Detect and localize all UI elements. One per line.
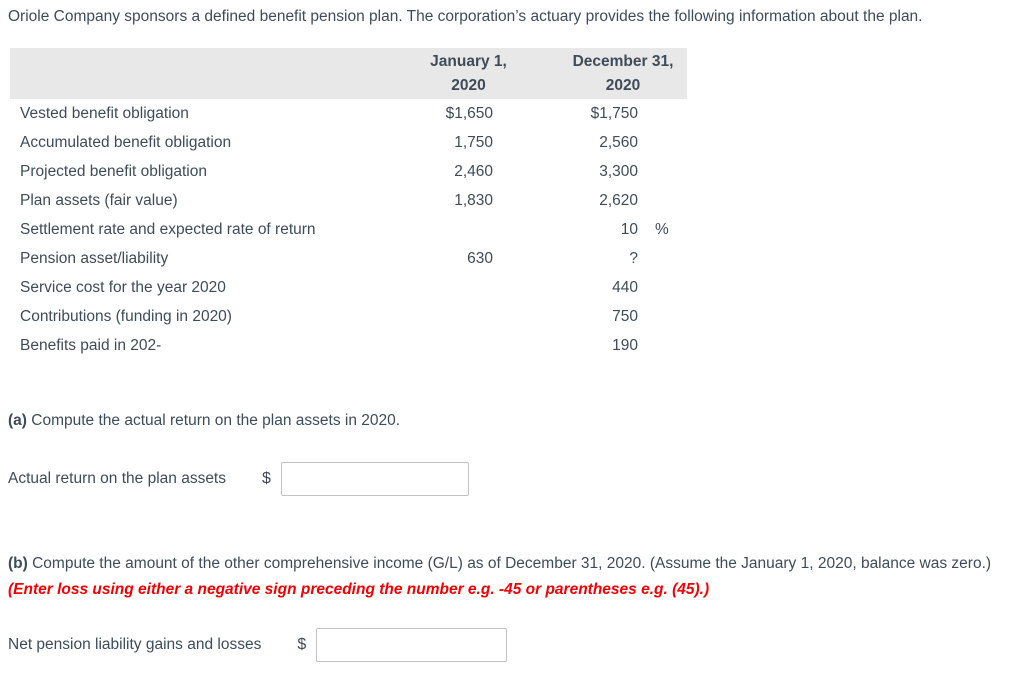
part-b-entry-note: (Enter loss using either a negative sign… bbox=[8, 581, 710, 598]
jan-value: 1,750 bbox=[454, 133, 493, 151]
part-a-prompt-text: Compute the actual return on the plan as… bbox=[31, 412, 401, 429]
row-label: Pension asset/liability bbox=[20, 249, 169, 267]
dec-value: 750 bbox=[612, 307, 638, 325]
table-row: Accumulated benefit obligation 1,750 2,5… bbox=[10, 128, 687, 157]
dec-value: 2,620 bbox=[599, 191, 638, 209]
row-label: Benefits paid in 202- bbox=[20, 336, 162, 354]
table-header-row: January 1, 2020 December 31, 2020 bbox=[10, 48, 687, 99]
col-header-january-line2: 2020 bbox=[451, 76, 486, 94]
part-b-prompt: (b) Compute the amount of the other comp… bbox=[8, 551, 1020, 603]
part-a-prompt: (a) Compute the actual return on the pla… bbox=[8, 408, 1020, 434]
jan-value: 1,830 bbox=[454, 191, 493, 209]
row-label: Vested benefit obligation bbox=[20, 104, 189, 122]
table-row: Pension asset/liability 630 ? bbox=[10, 244, 687, 273]
part-a-answer-row: Actual return on the plan assets $ bbox=[8, 462, 1016, 496]
table-row: Projected benefit obligation 2,460 3,300 bbox=[10, 157, 687, 186]
jan-value: 630 bbox=[467, 249, 493, 267]
table-row: Contributions (funding in 2020) 750 bbox=[10, 302, 687, 331]
row-label: Settlement rate and expected rate of ret… bbox=[20, 220, 316, 238]
pension-data-table: January 1, 2020 December 31, 2020 Vested… bbox=[10, 48, 687, 360]
row-label: Contributions (funding in 2020) bbox=[20, 307, 232, 325]
dec-value: 2,560 bbox=[599, 133, 638, 151]
jan-value: 2,460 bbox=[454, 162, 493, 180]
col-header-december-line2: 2020 bbox=[605, 76, 641, 94]
net-pension-gl-input[interactable] bbox=[316, 628, 508, 662]
part-a-marker: (a) bbox=[8, 412, 27, 429]
table-row: Plan assets (fair value) 1,830 2,620 bbox=[10, 186, 687, 215]
table-row: Settlement rate and expected rate of ret… bbox=[10, 215, 687, 244]
part-b-prompt-text: Compute the amount of the other comprehe… bbox=[32, 555, 992, 572]
dec-value: $1,750 bbox=[590, 104, 638, 122]
row-label: Accumulated benefit obligation bbox=[20, 133, 232, 151]
problem-statement: Oriole Company sponsors a defined benefi… bbox=[8, 8, 923, 25]
part-a-dollar-sign: $ bbox=[262, 470, 271, 487]
dec-value: 10 bbox=[620, 220, 638, 238]
part-a-answer-label: Actual return on the plan assets bbox=[8, 470, 226, 487]
part-b-answer-row: Net pension liability gains and losses $ bbox=[8, 628, 1016, 662]
row-label: Plan assets (fair value) bbox=[20, 191, 178, 209]
row-label: Service cost for the year 2020 bbox=[20, 278, 226, 296]
header-spacer bbox=[10, 50, 360, 98]
dec-value: ? bbox=[629, 249, 638, 267]
part-b-marker: (b) bbox=[8, 555, 28, 572]
col-header-december-line1: December 31, bbox=[572, 52, 674, 70]
table-row: Benefits paid in 202- 190 bbox=[10, 331, 687, 360]
col-header-january-line1: January 1, bbox=[430, 52, 507, 70]
part-b-dollar-sign: $ bbox=[297, 636, 307, 653]
percent-sign: % bbox=[655, 220, 669, 238]
part-b-answer-label: Net pension liability gains and losses bbox=[8, 636, 262, 653]
jan-value: $1,650 bbox=[445, 104, 493, 122]
actual-return-input[interactable] bbox=[280, 462, 469, 496]
col-header-december: December 31, 2020 bbox=[526, 50, 720, 98]
table-row: Vested benefit obligation $1,650 $1,750 bbox=[10, 99, 687, 128]
table-row: Service cost for the year 2020 440 bbox=[10, 273, 687, 302]
dec-value: 440 bbox=[612, 278, 638, 296]
dec-value: 3,300 bbox=[599, 162, 638, 180]
col-header-january: January 1, 2020 bbox=[402, 50, 535, 98]
row-label: Projected benefit obligation bbox=[20, 162, 207, 180]
dec-value: 190 bbox=[612, 336, 638, 354]
